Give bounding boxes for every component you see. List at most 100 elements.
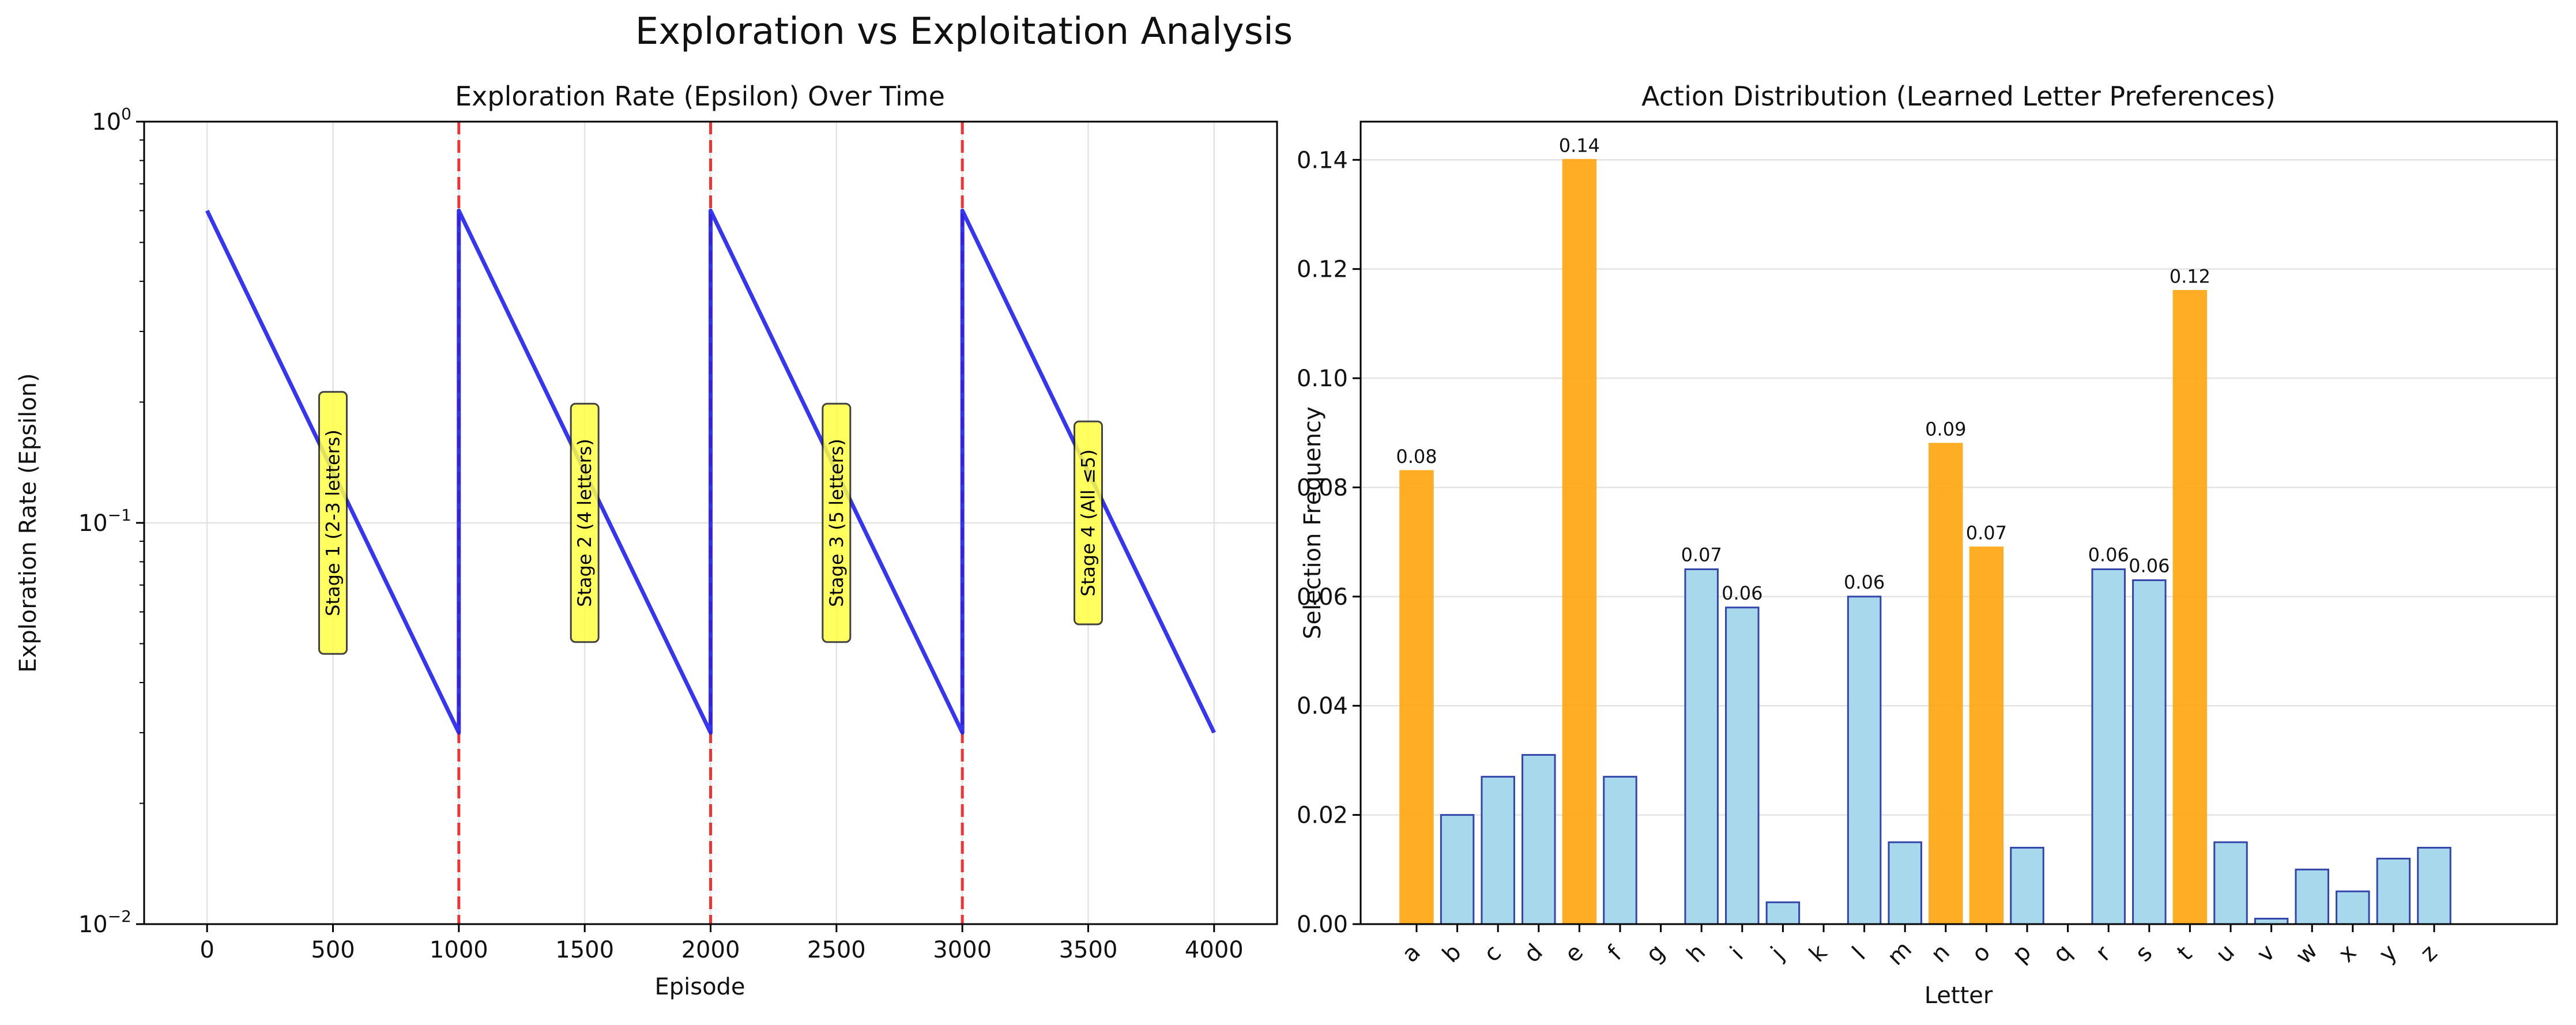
right-x-tick-label: t	[2172, 941, 2197, 966]
left-y-tick-label: 10−2	[78, 907, 131, 938]
right-y-ticks: 0.00 0.02 0.04 0.06 0.08 0.10 0.12 0.14	[1297, 147, 1361, 938]
right-y-tick-label: 0.08	[1297, 474, 1348, 501]
bar-value-label-h: 0.07	[1681, 544, 1722, 566]
left-x-axis-label: Episode	[654, 974, 745, 1000]
right-y-tick-label: 0.12	[1297, 257, 1348, 283]
left-y-tick-exponent: −2	[108, 907, 131, 926]
figure-title: Exploration vs Exploitation Analysis	[635, 10, 1293, 53]
letter-bars	[1399, 159, 2451, 925]
right-y-tick-label: 0.04	[1297, 693, 1348, 719]
bar-t	[2172, 290, 2208, 925]
bar-a	[1399, 470, 1434, 925]
right-x-tick-label: w	[2291, 937, 2323, 970]
bar-value-label-i: 0.06	[1722, 582, 1762, 604]
bar-b	[1440, 814, 1475, 925]
left-x-tick-label: 1500	[555, 937, 614, 963]
left-x-tick-label: 2000	[681, 937, 740, 963]
stage-annotation: Stage 1 (2-3 letters)	[318, 391, 348, 655]
right-x-tick-label: b	[1437, 939, 1466, 968]
right-y-axis-label: Selection Frequency	[1300, 406, 1326, 639]
right-x-tick-label: i	[1725, 942, 1748, 965]
left-y-tick-label: 100	[92, 104, 131, 135]
stage-annotation-box	[1074, 420, 1103, 625]
bar-u	[2213, 841, 2248, 925]
left-x-tick-label: 0	[199, 937, 214, 963]
bar-value-label-a: 0.08	[1396, 446, 1437, 468]
bar-value-label-n: 0.09	[1925, 419, 1966, 440]
left-y-tick-exponent: 0	[121, 104, 131, 123]
right-x-tick-label: p	[2008, 939, 2036, 968]
left-y-tick-base: 10	[92, 109, 121, 135]
right-x-tick-label: z	[2415, 940, 2442, 967]
bar-n	[1929, 443, 1963, 925]
stage-annotation-text: Stage 4 (All ≤5)	[1078, 449, 1099, 596]
bar-value-label-t: 0.12	[2170, 266, 2210, 288]
bar-m	[1888, 841, 1922, 925]
epsilon-series	[205, 208, 1216, 735]
left-x-tick-label: 1000	[430, 937, 488, 963]
right-x-tick-label: v	[2252, 939, 2280, 967]
right-x-tick-label: h	[1682, 939, 1711, 968]
left-x-ticks: 0 500 1000 1500 2000 2500 3000 3500 4000	[199, 924, 1244, 963]
right-y-tick-label: 0.06	[1297, 584, 1348, 611]
bar-r	[2091, 568, 2126, 925]
epsilon-chart: Stage 1 (2-3 letters) Stage 2 (4 letters)…	[15, 81, 1278, 1000]
right-x-tick-label: k	[1804, 939, 1832, 967]
left-x-tick-label: 3500	[1059, 937, 1118, 963]
stage-annotation: Stage 2 (4 letters)	[570, 402, 600, 643]
left-y-tick-label: 10−1	[78, 506, 131, 537]
bar-h	[1684, 568, 1719, 925]
bar-d	[1522, 753, 1556, 925]
bar-p	[2010, 846, 2044, 925]
left-x-tick-label: 500	[311, 937, 355, 963]
stage-annotation-text: Stage 1 (2-3 letters)	[322, 429, 344, 616]
right-x-tick-label: c	[1479, 940, 1507, 967]
right-x-axis-label: Letter	[1925, 982, 1993, 1009]
right-x-tick-label: g	[1641, 939, 1670, 968]
bar-l	[1847, 596, 1882, 925]
right-x-tick-label: r	[2091, 940, 2116, 966]
right-x-tick-label: n	[1926, 939, 1954, 968]
bar-f	[1603, 775, 1637, 925]
right-x-tick-label: y	[2374, 939, 2402, 967]
left-x-tick-label: 3000	[933, 937, 992, 963]
bar-value-label-r: 0.06	[2088, 544, 2129, 566]
stage-annotations: Stage 1 (2-3 letters) Stage 2 (4 letters)…	[318, 391, 1103, 655]
right-y-tick-label: 0.02	[1297, 802, 1348, 829]
right-x-tick-label: l	[1847, 942, 1870, 965]
right-x-tick-label: o	[1967, 939, 1995, 968]
right-x-tick-label: s	[2130, 940, 2157, 967]
right-x-tick-label: q	[2048, 939, 2077, 968]
bar-e	[1562, 159, 1597, 925]
right-y-tick-label: 0.00	[1297, 911, 1348, 938]
bar-value-label-l: 0.06	[1844, 571, 1885, 593]
stage-annotation-box	[822, 402, 852, 643]
left-x-tick-label: 2500	[807, 937, 866, 963]
bar-o	[1969, 547, 2004, 925]
left-y-tick-base: 10	[78, 911, 108, 938]
stage-annotation-text: Stage 3 (5 letters)	[826, 439, 848, 607]
bar-y	[2376, 857, 2411, 925]
right-x-tick-label: f	[1603, 941, 1628, 966]
bar-value-labels: 0.080.140.070.06 0.060.090.070.06 0.060.12	[1396, 134, 2210, 604]
left-x-tick-label: 4000	[1185, 937, 1244, 963]
bar-value-label-e: 0.14	[1559, 134, 1600, 156]
right-x-tick-label: e	[1560, 939, 1588, 968]
bar-i	[1725, 606, 1760, 925]
right-x-tick-label: x	[2333, 939, 2362, 967]
action-distribution-chart: 0.080.140.070.06 0.060.090.070.06 0.060.12…	[1297, 81, 2558, 1009]
left-y-tick-exponent: −1	[108, 506, 131, 525]
bar-z	[2417, 846, 2451, 925]
bar-x	[2336, 890, 2370, 925]
bar-value-label-o: 0.07	[1966, 522, 2007, 544]
stage-annotation: Stage 4 (All ≤5)	[1074, 420, 1103, 625]
bar-w	[2295, 868, 2329, 925]
bar-c	[1481, 775, 1515, 925]
right-y-tick-label: 0.10	[1297, 365, 1348, 392]
right-x-tick-label: d	[1519, 939, 1547, 968]
stage-annotation: Stage 3 (5 letters)	[822, 402, 852, 643]
right-x-tick-label: a	[1397, 939, 1426, 968]
